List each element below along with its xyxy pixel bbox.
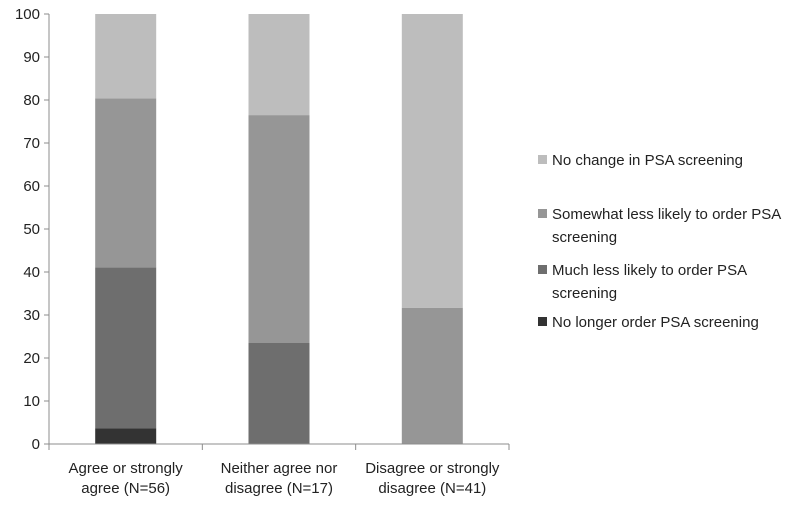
y-tick-label: 0 bbox=[32, 436, 40, 453]
legend: No change in PSA screening Somewhat less … bbox=[538, 152, 781, 331]
y-tick-label: 20 bbox=[23, 350, 40, 367]
axes-layer: 0 10 20 30 40 50 60 70 80 90 100 Agree or strongly a… bbox=[15, 6, 510, 497]
y-tick-label: 50 bbox=[23, 221, 40, 238]
bar-segment bbox=[248, 115, 310, 343]
legend-label-line: screening bbox=[552, 229, 617, 246]
y-tick-label: 40 bbox=[23, 264, 40, 281]
y-tick-label: 100 bbox=[15, 6, 40, 23]
bar-segment bbox=[95, 14, 157, 99]
x-tick-label: Disagree or strongly disagree (N=41) bbox=[365, 460, 500, 497]
legend-swatch bbox=[538, 317, 547, 326]
legend-label: Somewhat less likely to order PSA screeni… bbox=[552, 206, 781, 246]
y-tick-label: 10 bbox=[23, 393, 40, 410]
legend-label-line: Somewhat less likely to order PSA bbox=[552, 206, 781, 223]
legend-swatch bbox=[538, 155, 547, 164]
y-tick-label: 70 bbox=[23, 135, 40, 152]
y-tick-label: 30 bbox=[23, 307, 40, 324]
legend-label: No change in PSA screening bbox=[552, 152, 743, 169]
y-tick-label: 90 bbox=[23, 49, 40, 66]
x-tick-label: Neither agree nor disagree (N=17) bbox=[221, 460, 338, 497]
legend-label-line: No change in PSA screening bbox=[552, 152, 743, 169]
y-tick-label: 60 bbox=[23, 178, 40, 195]
bar-segment bbox=[95, 428, 157, 444]
y-tick-label: 80 bbox=[23, 92, 40, 109]
x-tick-label: Agree or strongly agree (N=56) bbox=[69, 460, 184, 497]
legend-label: No longer order PSA screening bbox=[552, 314, 759, 331]
legend-label-line: Much less likely to order PSA bbox=[552, 262, 747, 279]
bar-segment bbox=[401, 307, 463, 444]
legend-label-line: screening bbox=[552, 285, 617, 302]
legend-swatch bbox=[538, 265, 547, 274]
legend-label-line: No longer order PSA screening bbox=[552, 314, 759, 331]
x-tick-label-line: agree (N=56) bbox=[81, 480, 170, 497]
x-tick-label-line: disagree (N=17) bbox=[225, 480, 333, 497]
bar-segment bbox=[401, 14, 463, 308]
bar-segment bbox=[95, 98, 157, 268]
x-tick-label-line: Agree or strongly bbox=[69, 460, 184, 477]
x-tick-label-line: Disagree or strongly bbox=[365, 460, 500, 477]
legend-swatch bbox=[538, 209, 547, 218]
bars-layer bbox=[95, 14, 463, 444]
x-tick-label-line: Neither agree nor bbox=[221, 460, 338, 477]
x-tick-label-line: disagree (N=41) bbox=[378, 480, 486, 497]
legend-label: Much less likely to order PSA screening bbox=[552, 262, 747, 302]
bar-segment bbox=[248, 342, 310, 444]
bar-segment bbox=[248, 14, 310, 116]
bar-segment bbox=[95, 267, 157, 429]
